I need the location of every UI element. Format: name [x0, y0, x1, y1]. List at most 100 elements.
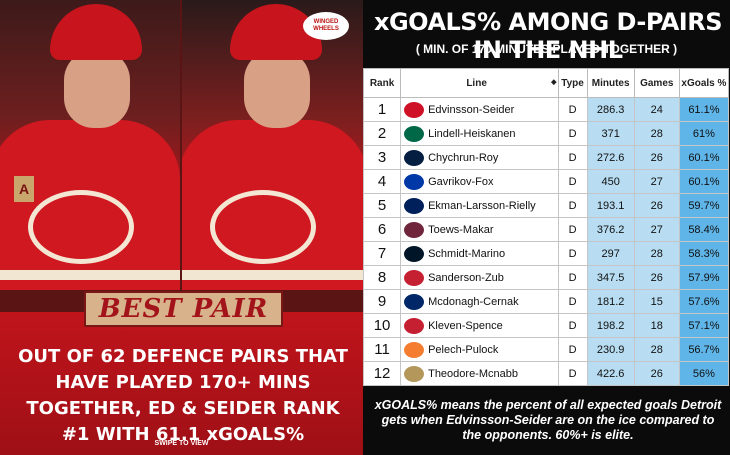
type-cell: D — [557, 97, 588, 122]
minutes-cell: 181.2 — [586, 289, 635, 314]
islanders-logo-icon — [404, 341, 425, 358]
line-cell: Kleven-Spence — [400, 313, 559, 338]
red-wings-logo-icon — [210, 190, 316, 264]
best-pair-label: BEST PAIR — [84, 291, 283, 327]
rank-cell: 3 — [362, 145, 402, 170]
xgoals-cell: 59.7% — [678, 193, 730, 218]
table-row: 12 Theodore-Mcnabb D 422.6 26 56% — [362, 361, 730, 386]
table-title: xGOALS% AMONG D-PAIRS IN THE NHL — [374, 8, 722, 64]
table-panel: xGOALS% AMONG D-PAIRS IN THE NHL ( MIN. … — [362, 0, 730, 455]
games-cell: 24 — [633, 97, 680, 122]
jersey — [0, 120, 180, 290]
minutes-cell: 193.1 — [586, 193, 635, 218]
games-cell: 27 — [633, 169, 680, 194]
headline-text: OUT OF 62 DEFENCE PAIRS THAT HAVE PLAYED… — [18, 346, 348, 445]
line-name: Toews-Makar — [428, 223, 494, 236]
sort-icon[interactable]: ◆ — [551, 78, 557, 86]
xgoals-cell: 60.1% — [678, 169, 730, 194]
line-name: Edvinsson-Seider — [428, 103, 515, 116]
xgoals-cell: 57.1% — [678, 313, 730, 338]
rank-cell: 10 — [362, 313, 402, 338]
col-xgoals[interactable]: xGoals % — [678, 68, 730, 98]
type-cell: D — [557, 217, 588, 242]
col-rank[interactable]: Rank — [362, 68, 402, 98]
line-name: Ekman-Larsson-Rielly — [428, 199, 536, 212]
games-cell: 15 — [633, 289, 680, 314]
line-cell: Toews-Makar — [400, 217, 559, 242]
line-cell: Lindell-Heiskanen — [400, 121, 559, 146]
line-name: Pelech-Pulock — [428, 343, 499, 356]
minutes-cell: 297 — [586, 241, 635, 266]
xgoals-cell: 58.3% — [678, 241, 730, 266]
type-cell: D — [557, 145, 588, 170]
table-row: 5 Ekman-Larsson-Rielly D 193.1 26 59.7% — [362, 193, 730, 218]
type-cell: D — [557, 361, 588, 386]
rank-cell: 1 — [362, 97, 402, 122]
lightning-logo-icon — [404, 293, 425, 310]
type-cell: D — [557, 193, 588, 218]
games-cell: 28 — [633, 241, 680, 266]
type-cell: D — [557, 337, 588, 362]
col-minutes[interactable]: Minutes — [586, 68, 635, 98]
xgoals-cell: 58.4% — [678, 217, 730, 242]
player-face — [244, 50, 310, 128]
minutes-cell: 450 — [586, 169, 635, 194]
col-games[interactable]: Games — [633, 68, 680, 98]
golden-knights-logo-icon — [404, 365, 425, 382]
rank-cell: 4 — [362, 169, 402, 194]
col-line-label: Line — [466, 77, 487, 89]
xgoals-cell: 56.7% — [678, 337, 730, 362]
col-type[interactable]: Type — [557, 68, 588, 98]
footer-note: xGOALS% means the percent of all expecte… — [374, 398, 722, 442]
line-cell: Ekman-Larsson-Rielly — [400, 193, 559, 218]
xgoals-cell: 57.6% — [678, 289, 730, 314]
helmet — [50, 4, 142, 60]
minutes-cell: 198.2 — [586, 313, 635, 338]
line-name: Theodore-Mcnabb — [428, 367, 518, 380]
type-cell: D — [557, 121, 588, 146]
xgoals-table: Rank Line ◆ Type Minutes Games xGoals % … — [362, 68, 730, 386]
rank-cell: 2 — [362, 121, 402, 146]
line-cell: Edvinsson-Seider — [400, 97, 559, 122]
alternate-captain-badge: A — [14, 176, 34, 202]
swipe-hint[interactable]: SWIPE TO VIEW — [154, 440, 209, 447]
type-cell: D — [557, 241, 588, 266]
rank-cell: 5 — [362, 193, 402, 218]
type-cell: D — [557, 169, 588, 194]
table-row: 3 Chychrun-Roy D 272.6 26 60.1% — [362, 145, 730, 170]
games-cell: 28 — [633, 337, 680, 362]
line-cell: Schmidt-Marino — [400, 241, 559, 266]
table-row: 10 Kleven-Spence D 198.2 18 57.1% — [362, 313, 730, 338]
games-cell: 28 — [633, 121, 680, 146]
avalanche-logo-icon — [404, 221, 425, 238]
minutes-cell: 371 — [586, 121, 635, 146]
games-cell: 27 — [633, 217, 680, 242]
xgoals-cell: 61.1% — [678, 97, 730, 122]
maple-leafs-logo-icon — [404, 197, 425, 214]
minutes-cell: 422.6 — [586, 361, 635, 386]
line-name: Mcdonagh-Cernak — [428, 295, 519, 308]
table-row: 11 Pelech-Pulock D 230.9 28 56.7% — [362, 337, 730, 362]
line-name: Chychrun-Roy — [428, 151, 499, 164]
minutes-cell: 347.5 — [586, 265, 635, 290]
kraken-logo-icon — [404, 245, 425, 262]
rank-cell: 11 — [362, 337, 402, 362]
rank-cell: 8 — [362, 265, 402, 290]
games-cell: 26 — [633, 265, 680, 290]
rank-cell: 12 — [362, 361, 402, 386]
xgoals-cell: 56% — [678, 361, 730, 386]
games-cell: 26 — [633, 361, 680, 386]
minutes-cell: 376.2 — [586, 217, 635, 242]
games-cell: 26 — [633, 193, 680, 218]
line-cell: Mcdonagh-Cernak — [400, 289, 559, 314]
headline-band — [0, 312, 363, 455]
rank-cell: 7 — [362, 241, 402, 266]
table-row: 8 Sanderson-Zub D 347.5 26 57.9% — [362, 265, 730, 290]
stars-logo-icon — [404, 125, 425, 142]
col-line[interactable]: Line ◆ — [400, 68, 559, 98]
line-cell: Sanderson-Zub — [400, 265, 559, 290]
senators-logo-icon — [404, 269, 425, 286]
line-name: Lindell-Heiskanen — [428, 127, 516, 140]
games-cell: 26 — [633, 145, 680, 170]
table-subtitle: ( MIN. OF 170 MINUTES PLAYED TOGETHER ) — [415, 42, 678, 56]
